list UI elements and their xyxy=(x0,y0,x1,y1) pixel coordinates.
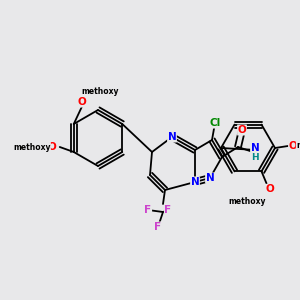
Text: N: N xyxy=(206,173,214,183)
Text: O: O xyxy=(289,141,297,151)
Text: methoxy: methoxy xyxy=(81,88,118,97)
Text: methoxy: methoxy xyxy=(229,197,266,206)
Text: F: F xyxy=(154,222,162,232)
Text: O: O xyxy=(47,142,56,152)
Text: H: H xyxy=(251,154,259,163)
Text: N: N xyxy=(168,132,176,142)
Text: N: N xyxy=(250,143,260,153)
Text: O: O xyxy=(265,184,274,194)
Text: F: F xyxy=(164,205,172,215)
Text: F: F xyxy=(144,205,152,215)
Text: O: O xyxy=(77,97,86,107)
Text: O: O xyxy=(238,125,246,135)
Text: N: N xyxy=(190,177,200,187)
Text: methoxy: methoxy xyxy=(13,142,50,152)
Text: Cl: Cl xyxy=(209,118,220,128)
Text: methoxy: methoxy xyxy=(296,142,300,151)
